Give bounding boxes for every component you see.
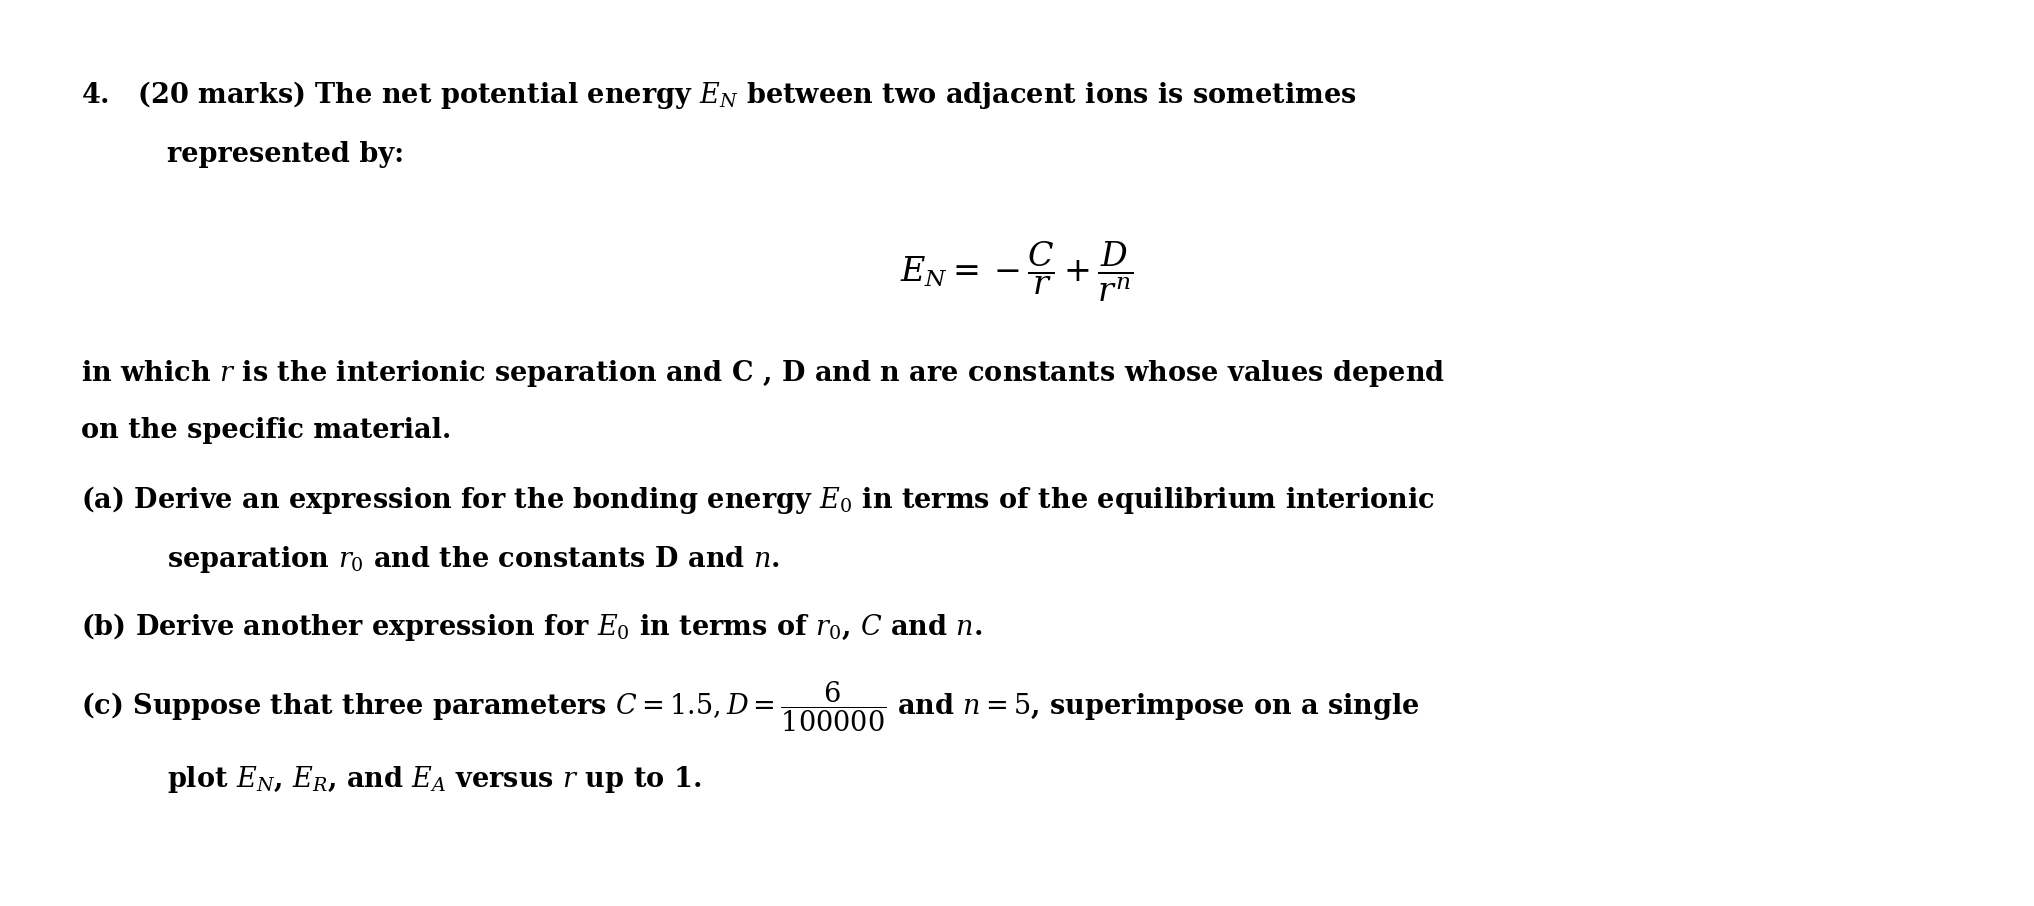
Text: 4.   (20 marks) The net potential energy $E_N$ between two adjacent ions is some: 4. (20 marks) The net potential energy $…: [81, 79, 1357, 111]
Text: in which $r$ is the interionic separation and C , D and n are constants whose va: in which $r$ is the interionic separatio…: [81, 358, 1446, 389]
Text: plot $E_N$, $E_R$, and $E_A$ versus $r$ up to 1.: plot $E_N$, $E_R$, and $E_A$ versus $r$ …: [167, 764, 702, 795]
Text: (c) Suppose that three parameters $C = 1.5, D = \dfrac{6}{100000}$ and $n = 5$, : (c) Suppose that three parameters $C = 1…: [81, 680, 1420, 734]
Text: (b) Derive another expression for $E_0$ in terms of $r_0$, $C$ and $n$.: (b) Derive another expression for $E_0$ …: [81, 611, 982, 643]
Text: represented by:: represented by:: [167, 140, 405, 168]
Text: separation $r_0$ and the constants D and $n$.: separation $r_0$ and the constants D and…: [167, 544, 779, 574]
Text: on the specific material.: on the specific material.: [81, 417, 452, 444]
Text: $E_N = -\dfrac{C}{r}+\dfrac{D}{r^n}$: $E_N = -\dfrac{C}{r}+\dfrac{D}{r^n}$: [901, 239, 1133, 304]
Text: (a) Derive an expression for the bonding energy $E_0$ in terms of the equilibriu: (a) Derive an expression for the bonding…: [81, 484, 1436, 516]
